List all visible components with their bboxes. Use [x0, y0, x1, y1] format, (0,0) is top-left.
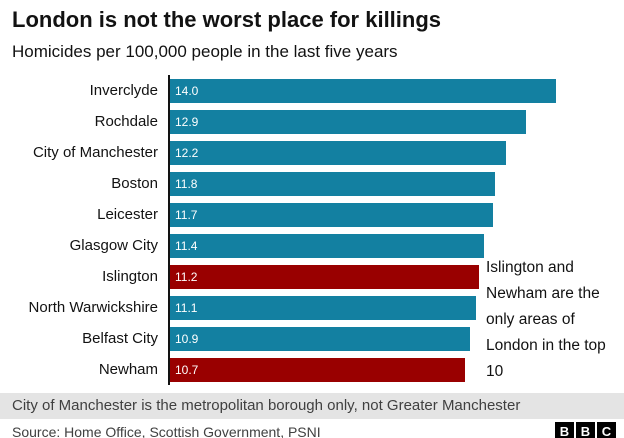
chart-row: Islington 11.2	[0, 261, 624, 292]
chart-annotation: Islington and Newham are the only areas …	[486, 259, 606, 380]
source-row: Source: Home Office, Scottish Government…	[0, 419, 624, 438]
bar-area: 11.1	[168, 292, 624, 323]
bar-value-label: 11.2	[175, 269, 198, 284]
bar-area: 11.4	[168, 230, 624, 261]
bar-value-label: 11.7	[175, 207, 198, 222]
bar-area: 10.7	[168, 354, 624, 385]
category-label: Boston	[111, 175, 158, 192]
category-label: Rochdale	[94, 113, 158, 130]
source-text: Source: Home Office, Scottish Government…	[12, 423, 321, 438]
category-label: Newham	[98, 361, 158, 378]
page-title: London is not the worst place for killin…	[12, 7, 442, 32]
chart-footnote: City of Manchester is the metropolitan b…	[0, 393, 624, 419]
bar-rows: Inverclyde 14.0 Rochdale 12.9 City of Manche…	[0, 75, 624, 385]
chart-row: Rochdale 12.9	[0, 106, 624, 137]
bar-area: 11.7	[168, 199, 624, 230]
bbc-logo-block: B	[576, 422, 595, 438]
bar-value-label: 14.0	[175, 83, 199, 98]
category-label: City of Manchester	[32, 144, 158, 161]
bar: 11.8	[170, 171, 496, 196]
chart-subtitle: Homicides per 100,000 people in the last…	[12, 42, 398, 61]
bar-area: 12.9	[168, 106, 624, 137]
chart-row: Newham 10.7	[0, 354, 624, 385]
bar: 10.9	[170, 326, 471, 351]
category-label: Inverclyde	[89, 82, 158, 99]
bar-value-label: 10.7	[175, 362, 199, 377]
chart-header: London is not the worst place for killin…	[0, 0, 624, 63]
bar: 11.2	[170, 264, 479, 289]
category-label: Leicester	[97, 206, 158, 223]
chart-row: Boston 11.8	[0, 168, 624, 199]
category-label: Glasgow City	[69, 237, 158, 254]
category-label: North Warwickshire	[28, 299, 158, 316]
bar-value-label: 12.2	[175, 145, 199, 160]
bar: 12.2	[170, 140, 507, 165]
bar: 10.7	[170, 357, 465, 382]
chart-row: North Warwickshire 11.1	[0, 292, 624, 323]
bar: 11.7	[170, 202, 493, 227]
bar-area: 11.8	[168, 168, 624, 199]
category-label: Belfast City	[82, 330, 158, 347]
bar-area: 14.0	[168, 75, 624, 106]
chart-row: Leicester 11.7	[0, 199, 624, 230]
bar-area: 12.2	[168, 137, 624, 168]
bar-area: 11.2	[168, 261, 624, 292]
bbc-logo-block: C	[597, 422, 616, 438]
bar-chart: Inverclyde 14.0 Rochdale 12.9 City of Manche…	[0, 75, 624, 385]
bar-value-label: 11.4	[175, 238, 198, 253]
chart-row: City of Manchester 12.2	[0, 137, 624, 168]
bar: 14.0	[170, 78, 556, 103]
chart-row: Belfast City 10.9	[0, 323, 624, 354]
bar: 11.1	[170, 295, 476, 320]
chart-row: Glasgow City 11.4	[0, 230, 624, 261]
bar: 12.9	[170, 109, 526, 134]
bar-value-label: 11.1	[175, 300, 198, 315]
bar-value-label: 12.9	[175, 114, 199, 129]
category-label: Islington	[102, 268, 158, 285]
bbc-logo-block: B	[555, 422, 574, 438]
bar-value-label: 10.9	[175, 331, 199, 346]
chart-row: Inverclyde 14.0	[0, 75, 624, 106]
bar-area: 10.9	[168, 323, 624, 354]
bar: 11.4	[170, 233, 485, 258]
bbc-logo: B B C	[555, 422, 616, 438]
bar-value-label: 11.8	[175, 176, 198, 191]
